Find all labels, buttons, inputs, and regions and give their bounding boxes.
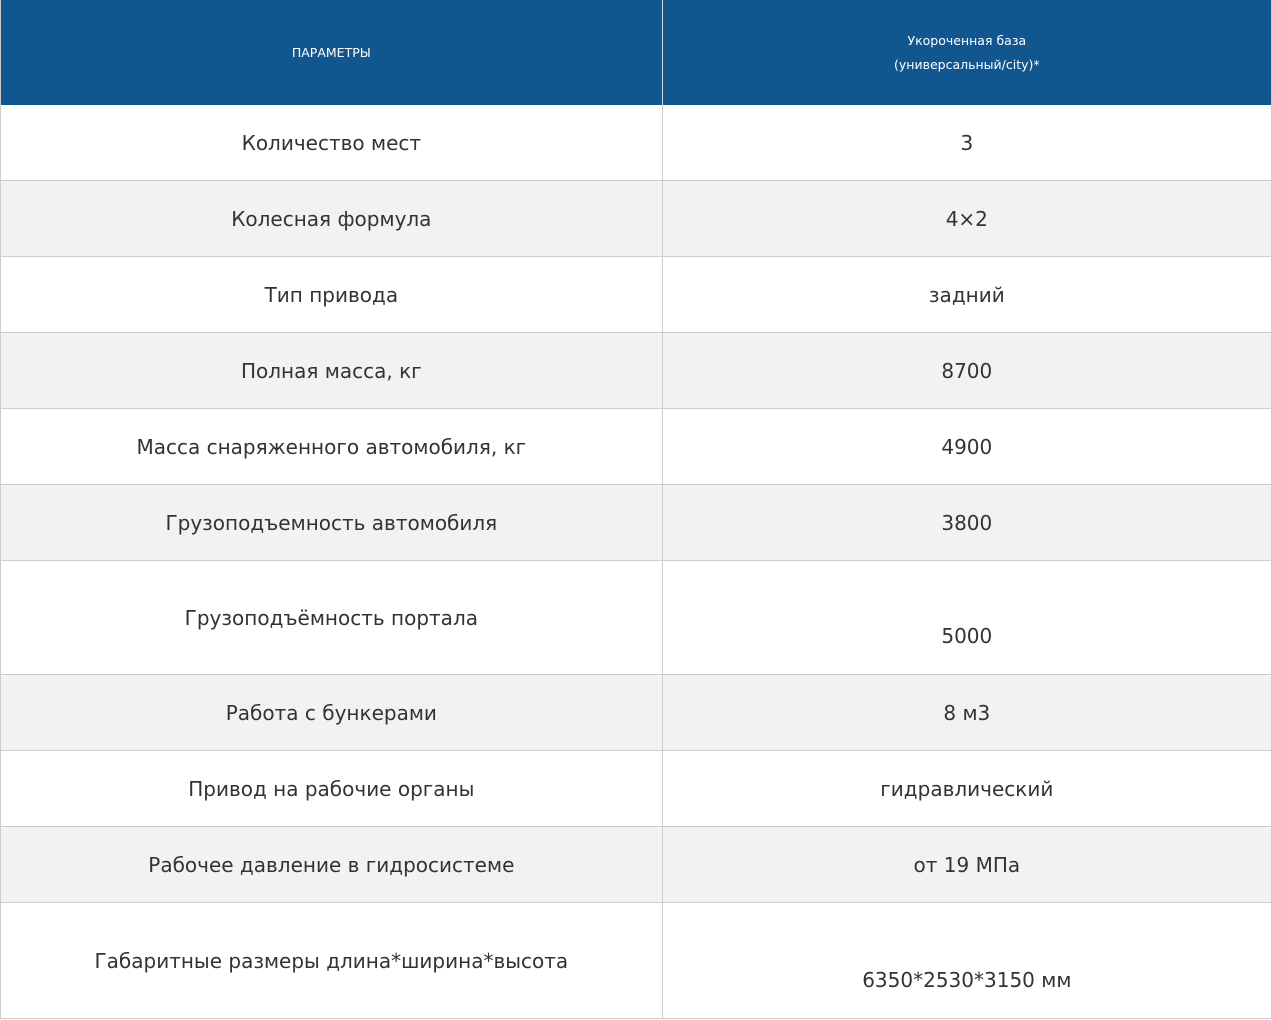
value-cell: задний — [928, 282, 1005, 307]
table-row: Количество мест 3 — [1, 105, 1271, 181]
table-row: Грузоподъемность автомобиля 3800 — [1, 485, 1271, 561]
param-cell: Грузоподъемность автомобиля — [1, 485, 663, 560]
param-cell: Рабочее давление в гидросистеме — [1, 827, 663, 902]
param-cell: Габаритные размеры длина*ширина*высота — [1, 903, 663, 1018]
table-row: Тип привода задний — [1, 257, 1271, 333]
table-row: Габаритные размеры длина*ширина*высота 63… — [1, 903, 1271, 1018]
table-row: Работа с бункерами 8 м3 — [1, 675, 1271, 751]
param-cell: Масса снаряженного автомобиля, кг — [1, 409, 663, 484]
table-header-row: ПАРАМЕТРЫ Укороченная база (универсальны… — [1, 0, 1271, 105]
value-cell: от 19 МПа — [913, 852, 1021, 877]
table-row: Колесная формула 4×2 — [1, 181, 1271, 257]
value-cell: 5000 — [941, 624, 993, 648]
value-cell: 8 м3 — [943, 700, 991, 725]
param-cell: Грузоподъёмность портала — [1, 561, 663, 674]
param-cell: Полная масса, кг — [1, 333, 663, 408]
table-row: Грузоподъёмность портала 5000 — [1, 561, 1271, 675]
header-variant-line2: (универсальный/city)* — [894, 56, 1040, 72]
value-cell: 3800 — [941, 510, 993, 535]
table-body: Количество мест 3 Колесная формула 4×2 Тип п… — [1, 105, 1271, 1018]
value-cell: гидравлический — [880, 776, 1054, 801]
param-cell: Количество мест — [1, 105, 663, 180]
value-cell: 3 — [960, 130, 974, 155]
table-row: Полная масса, кг 8700 — [1, 333, 1271, 409]
header-variant: Укороченная база (универсальный/city)* — [663, 0, 1271, 105]
value-cell: 4×2 — [945, 206, 988, 231]
table-row: Масса снаряженного автомобиля, кг 4900 — [1, 409, 1271, 485]
param-cell: Привод на рабочие органы — [1, 751, 663, 826]
param-cell: Колесная формула — [1, 181, 663, 256]
table-row: Привод на рабочие органы гидравлический — [1, 751, 1271, 827]
param-cell: Тип привода — [1, 257, 663, 332]
value-cell: 6350*2530*3150 мм — [862, 968, 1072, 992]
header-variant-line1: Укороченная база — [907, 32, 1027, 48]
value-cell: 4900 — [941, 434, 993, 459]
value-cell: 8700 — [941, 358, 993, 383]
header-parameters: ПАРАМЕТРЫ — [1, 0, 663, 105]
param-cell: Работа с бункерами — [1, 675, 663, 750]
table-row: Рабочее давление в гидросистеме от 19 МПа — [1, 827, 1271, 903]
